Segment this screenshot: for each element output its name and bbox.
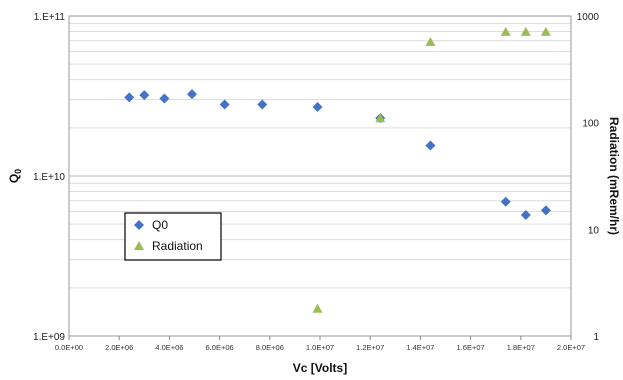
legend-radiation-marker — [134, 241, 144, 250]
x-axis-title: Vc [Volts] — [293, 361, 347, 375]
radiation-point — [312, 303, 323, 313]
y-left-tick-label: 1.E+09 — [33, 332, 65, 343]
x-tick-label: 1.6E+07 — [457, 343, 485, 352]
x-tick-label: 6.0E+06 — [206, 343, 234, 352]
q0-point — [312, 101, 323, 112]
gridlines — [69, 22, 571, 337]
legend-q0-marker — [134, 220, 144, 230]
x-tick-label: 2.0E+07 — [557, 343, 585, 352]
y-left-axis-ticks: 1.E+09 1.E+10 1.E+11 — [33, 12, 65, 343]
legend-radiation-label: Radiation — [152, 239, 203, 253]
radiation-point — [540, 26, 551, 36]
q0-point — [219, 99, 230, 110]
x-tick-label: 4.0E+06 — [155, 343, 183, 352]
y-right-tick-label: 100 — [582, 119, 599, 130]
y-right-tick-label: 1000 — [577, 12, 600, 23]
legend-q0-label: Q0 — [152, 218, 168, 232]
x-tick-label: 1.4E+07 — [406, 343, 434, 352]
q0-point — [139, 90, 150, 101]
q0-point — [257, 99, 268, 110]
y-right-axis-title: Radiation (mRem/hr) — [607, 117, 621, 235]
x-tick-label: 0.0E+00 — [55, 343, 83, 352]
q0-point — [425, 140, 436, 151]
y-right-axis-ticks: 1 10 100 1000 — [577, 12, 600, 343]
x-tick-label: 1.0E+07 — [306, 343, 334, 352]
x-tick-label: 2.0E+06 — [105, 343, 133, 352]
data-points — [124, 26, 551, 313]
q0-point — [520, 210, 531, 221]
y-left-tick-label: 1.E+10 — [33, 172, 65, 183]
q0-point — [124, 92, 135, 103]
x-tick-label: 8.0E+06 — [256, 343, 284, 352]
y-right-tick-label: 1 — [593, 332, 599, 343]
radiation-point — [500, 26, 511, 36]
legend: Q0 Radiation — [124, 212, 222, 261]
y-left-axis-title: Q0 — [7, 169, 23, 183]
q0-point — [540, 205, 551, 216]
x-tick-label: 1.8E+07 — [507, 343, 535, 352]
q0-point — [186, 89, 197, 100]
legend-box — [124, 212, 222, 261]
x-tick-label: 1.2E+07 — [356, 343, 384, 352]
q0-point — [500, 196, 511, 207]
q0-point — [159, 93, 170, 104]
radiation-point — [425, 37, 436, 47]
y-left-axis-title-main: Q — [7, 174, 21, 183]
y-right-tick-label: 10 — [588, 225, 600, 236]
radiation-point — [520, 26, 531, 36]
y-left-tick-label: 1.E+11 — [34, 12, 66, 23]
x-axis-ticks: 0.0E+00 2.0E+06 4.0E+06 6.0E+06 8.0E+06 1.0E+… — [55, 336, 585, 352]
y-left-axis-title-sub: 0 — [13, 169, 23, 174]
radiation-point — [375, 113, 386, 123]
